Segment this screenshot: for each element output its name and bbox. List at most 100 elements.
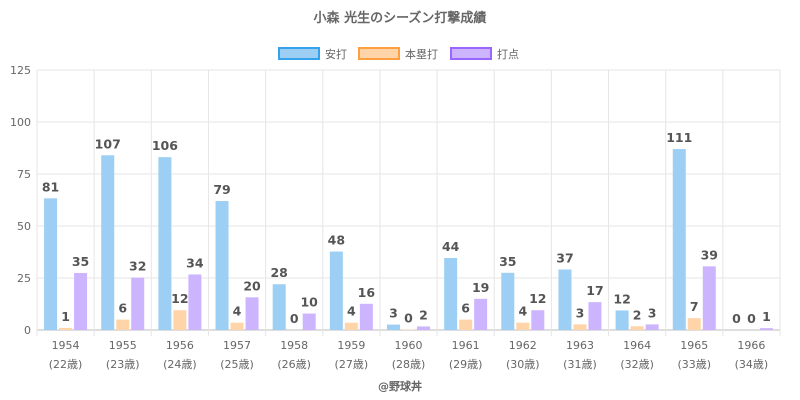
data-label: 4 — [233, 304, 242, 319]
y-tick-label: 75 — [17, 168, 31, 181]
data-label: 0 — [747, 311, 756, 326]
x-tick-sublabel: (34歳) — [735, 358, 769, 371]
bar-安打 — [215, 201, 229, 330]
data-label: 107 — [95, 136, 121, 151]
x-tick-label: 1959 — [337, 339, 365, 352]
data-label: 20 — [243, 278, 261, 293]
y-tick-label: 50 — [17, 220, 31, 233]
bar-本塁打 — [59, 327, 73, 330]
data-label: 44 — [442, 239, 460, 254]
bar-本塁打 — [459, 319, 473, 330]
bar-本塁打 — [344, 322, 358, 330]
y-tick-label: 100 — [10, 116, 31, 129]
bar-打点 — [702, 266, 716, 330]
bar-打点 — [588, 302, 602, 330]
legend-label: 打点 — [497, 47, 519, 61]
legend: 安打 本塁打 打点 — [278, 47, 519, 61]
x-tick-label: 1961 — [452, 339, 480, 352]
x-tick-sublabel: (22歳) — [49, 358, 83, 371]
bar-安打 — [672, 149, 686, 330]
x-tick-sublabel: (23歳) — [106, 358, 140, 371]
bar-打点 — [474, 298, 488, 330]
data-label: 3 — [648, 305, 657, 320]
data-label: 0 — [404, 311, 413, 326]
x-tick-label: 1966 — [737, 339, 765, 352]
data-label: 48 — [328, 233, 345, 248]
data-label: 12 — [613, 291, 630, 306]
bar-安打 — [44, 198, 58, 330]
legend-swatch — [450, 47, 492, 60]
bar-安打 — [387, 324, 400, 330]
bar-安打 — [615, 310, 629, 330]
x-tick-sublabel: (33歳) — [677, 358, 711, 371]
data-label: 6 — [118, 301, 127, 316]
x-tick-sublabel: (25歳) — [220, 358, 254, 371]
bar-打点 — [302, 313, 316, 330]
bar-本塁打 — [230, 322, 244, 330]
legend-swatch — [278, 47, 320, 60]
x-tick-label: 1960 — [395, 339, 423, 352]
data-label: 1 — [762, 309, 771, 324]
x-tick-sublabel: (27歳) — [335, 358, 369, 371]
x-tick-label: 1958 — [280, 339, 308, 352]
data-label: 0 — [732, 311, 741, 326]
bar-安打 — [501, 272, 515, 330]
data-label: 111 — [666, 130, 692, 145]
axes: 02550751001251954(22歳)1955(23歳)1956(24歳)… — [10, 64, 768, 371]
x-tick-label: 1954 — [52, 339, 80, 352]
data-label: 7 — [690, 299, 699, 314]
data-label: 17 — [586, 283, 603, 298]
x-tick-label: 1957 — [223, 339, 251, 352]
data-label: 81 — [42, 179, 59, 194]
bar-本塁打 — [116, 319, 130, 330]
data-label: 32 — [129, 259, 146, 274]
bar-本塁打 — [687, 318, 701, 330]
data-label: 106 — [152, 138, 178, 153]
data-label: 35 — [72, 254, 89, 269]
x-tick-label: 1964 — [623, 339, 651, 352]
bar-安打 — [101, 155, 115, 330]
bar-打点 — [188, 274, 202, 330]
data-label: 16 — [358, 285, 376, 300]
bar-打点 — [359, 303, 373, 330]
x-tick-sublabel: (30歳) — [506, 358, 540, 371]
bar-安打 — [329, 251, 343, 330]
x-tick-label: 1965 — [680, 339, 708, 352]
bar-安打 — [558, 269, 572, 330]
y-tick-label: 25 — [17, 272, 31, 285]
data-label: 1 — [61, 309, 70, 324]
data-label: 0 — [290, 311, 299, 326]
y-tick-label: 125 — [10, 64, 31, 77]
x-tick-sublabel: (31歳) — [563, 358, 597, 371]
x-tick-sublabel: (26歳) — [277, 358, 311, 371]
data-label: 34 — [186, 255, 204, 270]
data-label: 39 — [701, 247, 718, 262]
bar-打点 — [245, 297, 259, 330]
data-label: 35 — [499, 254, 516, 269]
grid — [36, 69, 781, 336]
x-tick-sublabel: (24歳) — [163, 358, 197, 371]
bar-本塁打 — [516, 322, 530, 330]
x-tick-label: 1963 — [566, 339, 594, 352]
data-label: 10 — [300, 295, 318, 310]
bar-安打 — [444, 258, 458, 330]
data-label: 6 — [461, 301, 470, 316]
data-label: 79 — [213, 182, 230, 197]
bar-打点 — [417, 326, 430, 330]
x-tick-label: 1962 — [509, 339, 537, 352]
legend-label: 本塁打 — [405, 47, 438, 61]
data-label: 28 — [270, 265, 287, 280]
bar-本塁打 — [573, 324, 587, 330]
legend-label: 安打 — [325, 47, 347, 61]
bar-打点 — [531, 310, 545, 330]
bar-本塁打 — [630, 326, 644, 330]
data-label: 12 — [171, 291, 188, 306]
x-tick-sublabel: (32歳) — [620, 358, 654, 371]
data-label: 19 — [472, 280, 489, 295]
data-label: 37 — [556, 250, 573, 265]
x-tick-sublabel: (28歳) — [392, 358, 426, 371]
data-label: 12 — [529, 291, 546, 306]
data-label: 4 — [518, 304, 527, 319]
